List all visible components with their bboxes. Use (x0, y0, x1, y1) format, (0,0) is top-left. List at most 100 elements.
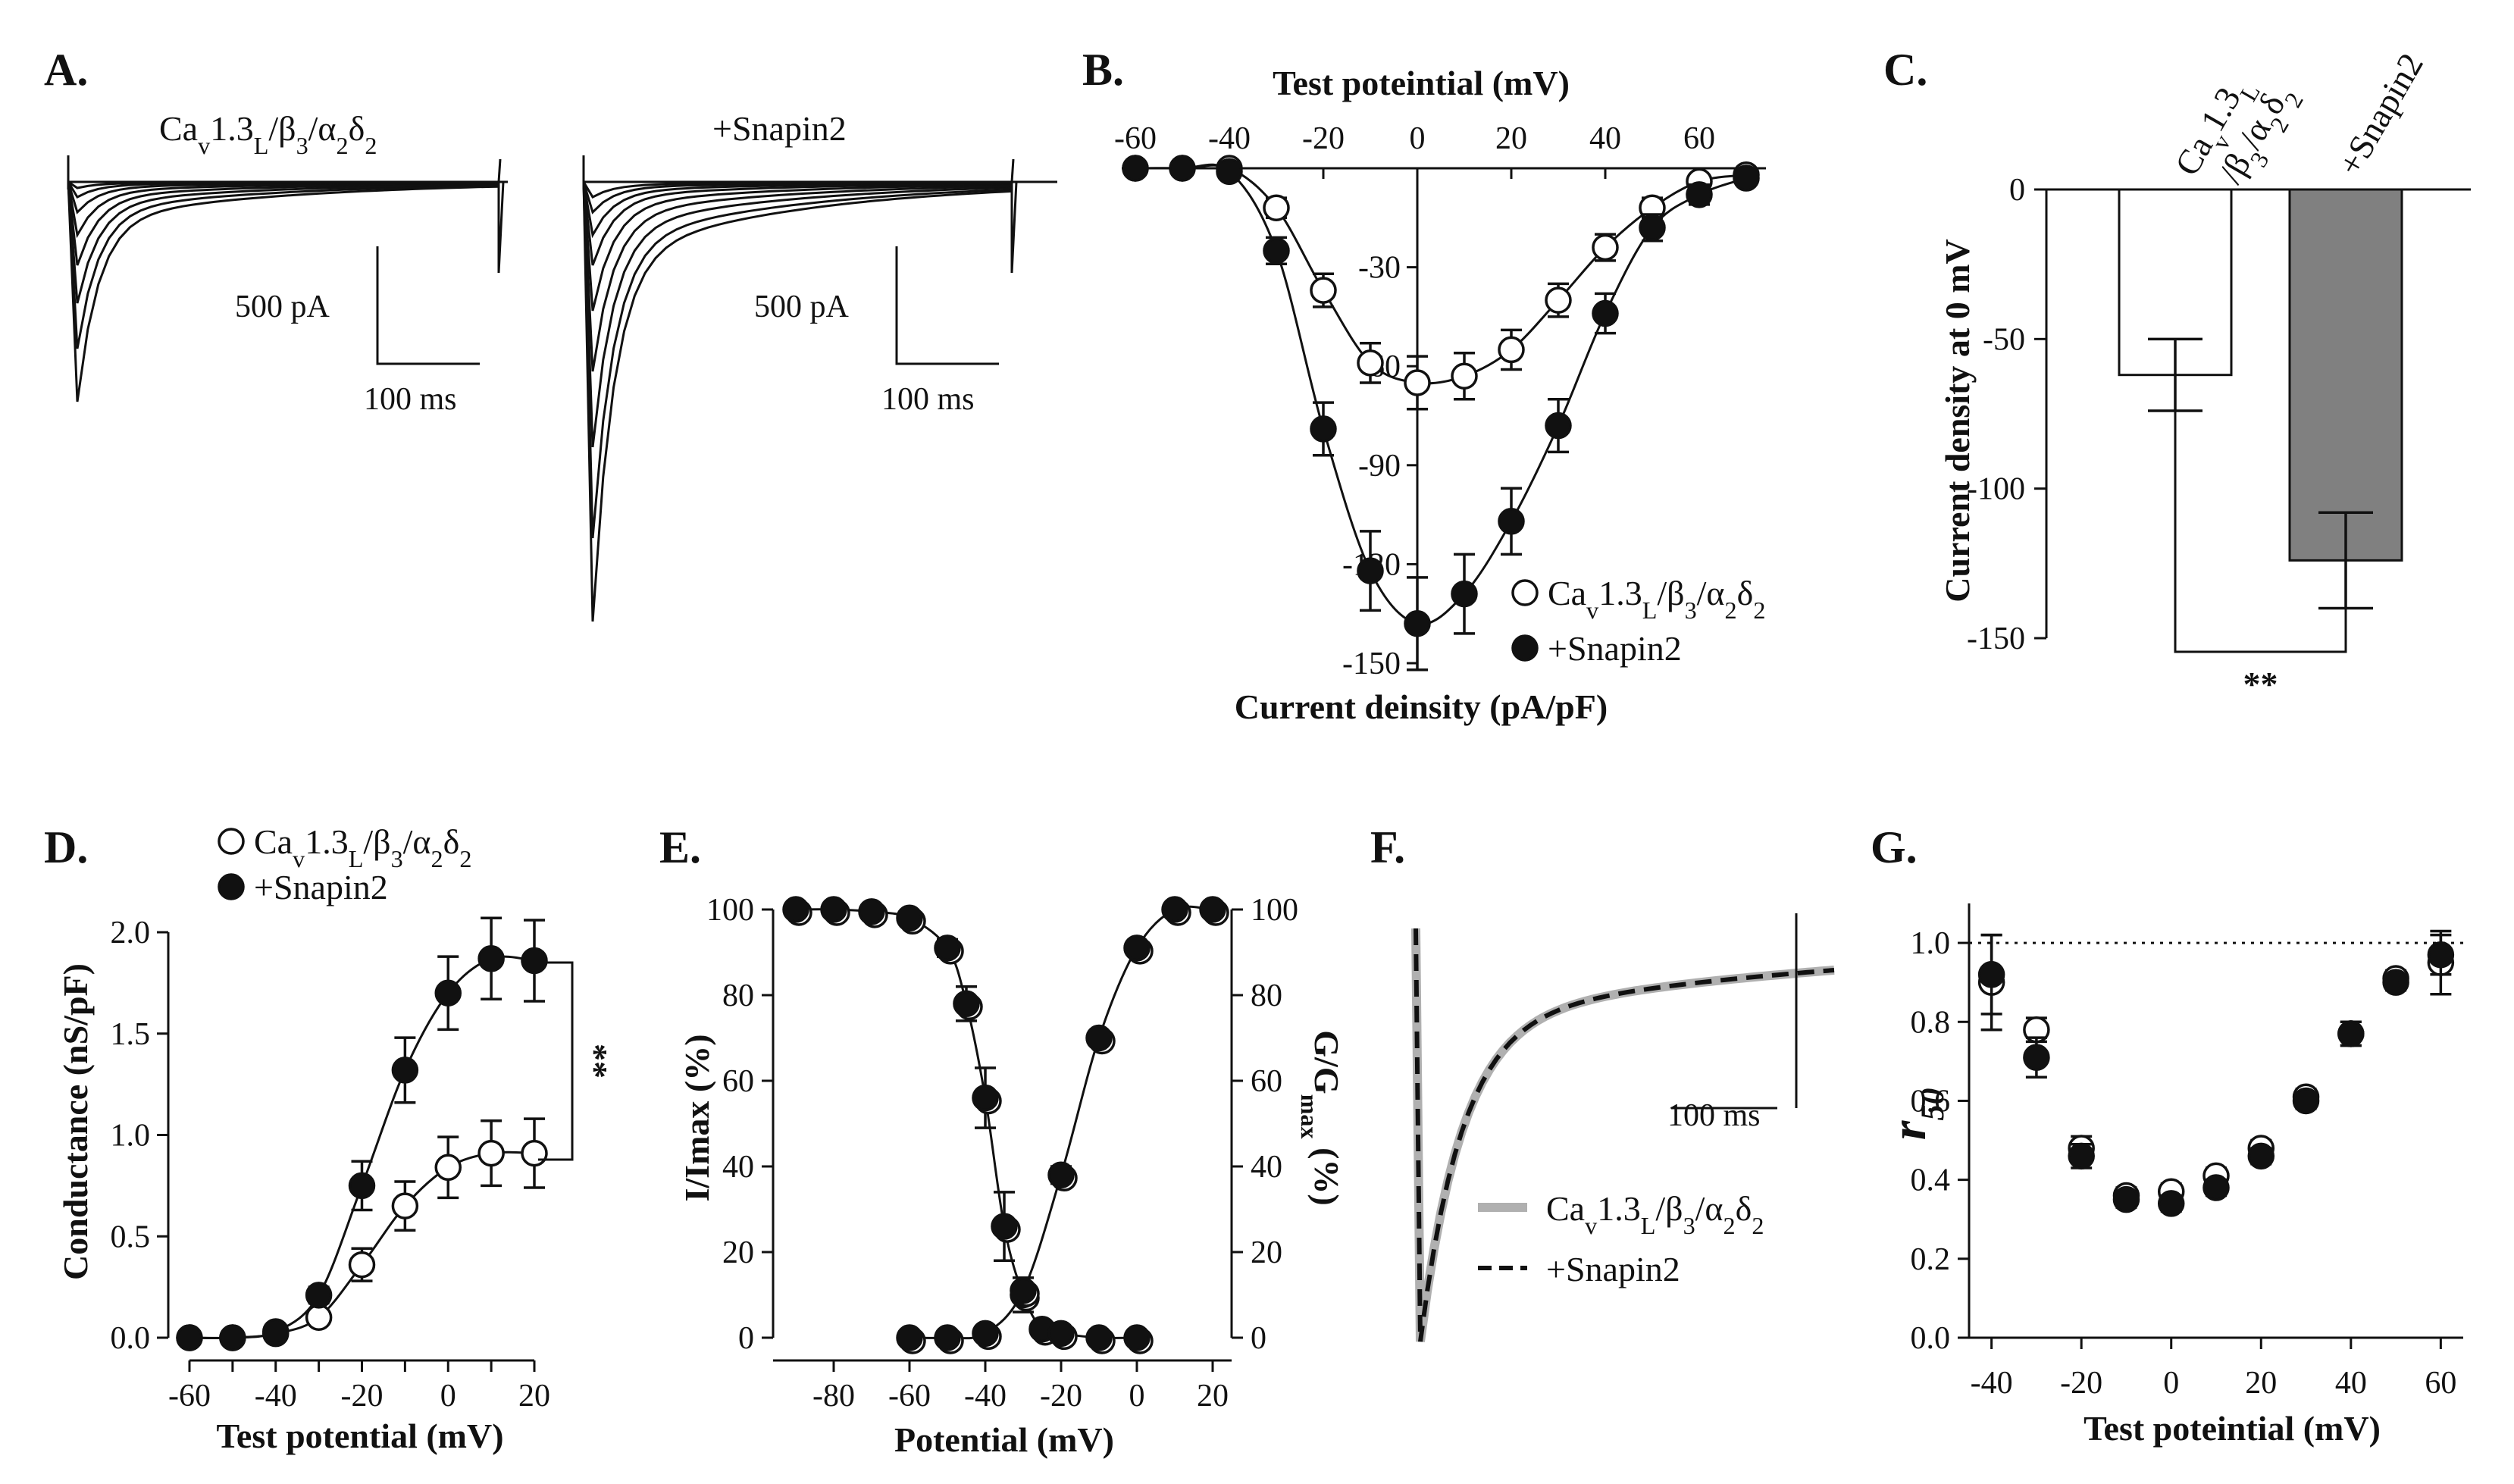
panel-g-points (1977, 929, 2455, 1217)
legend-b-snapin: +Snapin2 (1548, 629, 1682, 668)
panel-e-y-tick-label-left: 20 (722, 1235, 754, 1270)
panel-b-point (1545, 286, 1572, 314)
panel-b-y-tick-label: -30 (1358, 251, 1401, 286)
panel-g-y-tick-label: 0.6 (1911, 1084, 1951, 1119)
panel-g-axes: -40 -20 0 20 40 60 0.0 0.2 0.4 0.6 0.8 1.0 (1911, 903, 2463, 1401)
panel-a-right-title: +Snapin2 (712, 109, 847, 148)
panel-e-y-tick-label-left: 0 (738, 1321, 754, 1356)
panel-b-x-tick-label: 60 (1683, 121, 1715, 156)
panel-e: E. -80 -60 -40 -20 0 20 0 0 20 20 40 40 60 60 80 80 100 1… (659, 822, 1346, 1459)
panel-g-y-tick-label: 0.4 (1911, 1163, 1951, 1198)
control-trace-tail-up (497, 158, 502, 183)
legend-d-open-marker (218, 828, 245, 855)
panel-d-point (348, 1251, 376, 1279)
panel-e-y-tick-label-left: 40 (722, 1150, 754, 1185)
panel-e-points (782, 896, 1229, 1354)
panel-b-x-tick-label: 20 (1495, 121, 1527, 156)
panel-b-point (1357, 557, 1384, 584)
panel-b-point (1263, 237, 1290, 265)
panel-g-point (2292, 1087, 2320, 1115)
panel-d-y-tick-label: 1.0 (111, 1119, 151, 1154)
panel-e-x-tick-label: 20 (1197, 1379, 1229, 1414)
panel-e-ylabel-right: G/Gmax (%) (1296, 1030, 1346, 1205)
snapin-trace-sweep (582, 181, 1013, 622)
panel-d-point (305, 1282, 333, 1309)
panel-d-point (477, 1139, 505, 1167)
panel-d: D. -60 -40 -20 0 20 0.0 0.5 1.0 1.5 2.0 Test pote… (44, 822, 615, 1455)
panel-c-bar-1 (2288, 188, 2403, 562)
panel-b-x-tick-label: -40 (1208, 121, 1251, 156)
panel-b-x-tick-label: -20 (1302, 121, 1345, 156)
panel-e-point-filled (1047, 1161, 1075, 1189)
panel-e-y-tick-label-right: 100 (1251, 893, 1298, 928)
panel-f-scale-time: 100 ms (1667, 1098, 1761, 1133)
panel-c: C. 0 -50 -100 -150 ** Current density at 0 m… (1883, 45, 2471, 703)
panel-d-ylabel: Conductance (nS/pF) (56, 963, 95, 1280)
scale-current-left: 500 pA (235, 290, 330, 324)
scale-bar-right (895, 246, 999, 365)
panel-d-point (176, 1324, 203, 1351)
panel-e-point-filled (1047, 1320, 1075, 1348)
panel-b-point (1639, 214, 1666, 242)
panel-g-point (2068, 1142, 2095, 1170)
panel-e-x-tick-label: -60 (888, 1379, 931, 1414)
snapin-current-traces (582, 155, 1057, 622)
panel-d-significance-bracket (538, 961, 574, 1161)
panel-g: G. -40 -20 0 20 40 60 0.0 0.2 0.4 0.6 0.8 1.0 Test … (1871, 822, 2463, 1448)
panel-g-x-tick-label: 20 (2245, 1366, 2277, 1401)
panel-d-point (521, 1139, 548, 1167)
panel-g-point (1977, 961, 2005, 988)
panel-e-point-filled (896, 904, 923, 932)
control-trace-tail-spike (497, 180, 508, 274)
panel-d-point (262, 1318, 290, 1345)
panel-b-point (1122, 155, 1149, 182)
panel-a-label: A. (44, 45, 88, 95)
panel-d-y-tick-label: 0.5 (111, 1219, 151, 1254)
legend-d-control: Cav1.3L/β3/α2δ2 (254, 822, 471, 872)
panel-e-y-tick-label-right: 20 (1251, 1235, 1282, 1270)
control-trace-sweep (67, 181, 499, 304)
snapin-trace-tail-spike (1010, 180, 1057, 274)
control-trace-sweep (67, 181, 499, 266)
scale-current-right: 500 pA (754, 290, 850, 324)
panel-g-point (2337, 1020, 2365, 1047)
panel-b-fit-1 (1135, 163, 1747, 626)
panel-e-x-tick-label: 0 (1129, 1379, 1145, 1414)
panel-d-point (391, 1192, 419, 1219)
panel-e-point-filled (1161, 896, 1188, 923)
panel-g-point (2247, 1142, 2275, 1170)
panel-d-x-tick-label: -40 (255, 1379, 297, 1414)
snapin-trace-sweep (582, 181, 1013, 372)
panel-e-fit-0 (795, 908, 1138, 1339)
panel-b-x-tick-label: 40 (1589, 121, 1621, 156)
panel-b-point (1404, 610, 1431, 637)
panel-b-fit-lines (1135, 163, 1747, 626)
panel-e-y-tick-label-left: 60 (722, 1064, 754, 1099)
panel-b-point (1498, 508, 1525, 535)
panel-b-label: B. (1082, 45, 1124, 95)
panel-g-y-tick-label: 0.0 (1911, 1321, 1951, 1356)
panel-c-significance-bracket (2174, 411, 2347, 653)
panel-g-point (2427, 941, 2455, 969)
legend-f-snapin: +Snapin2 (1546, 1250, 1680, 1288)
panel-e-y-tick-label-left: 100 (706, 893, 754, 928)
panel-e-point-filled (1199, 896, 1226, 923)
legend-b-control: Cav1.3L/β3/α2δ2 (1548, 574, 1765, 624)
panel-g-x-tick-label: 40 (2335, 1366, 2367, 1401)
panel-e-point-filled (934, 935, 961, 962)
panel-c-y-tick-label: -100 (1967, 472, 2025, 507)
panel-b-title: Test poteintial (mV) (1273, 64, 1570, 102)
panel-b-point (1310, 277, 1337, 304)
panel-e-point-filled (972, 1084, 999, 1112)
panel-c-label: C. (1883, 45, 1927, 95)
panel-b-point (1310, 415, 1337, 443)
panel-d-label: D. (44, 822, 88, 872)
snapin-trace-sweep (582, 181, 1013, 312)
panel-b-point (1498, 336, 1525, 364)
panel-e-y-tick-label-right: 40 (1251, 1150, 1282, 1185)
panel-b-point (1545, 412, 1572, 440)
panel-g-x-tick-label: -40 (1971, 1366, 2013, 1401)
panel-d-xlabel: Test potential (mV) (216, 1417, 503, 1455)
panel-g-point (2382, 969, 2409, 996)
panel-c-y-tick-label: 0 (2009, 173, 2025, 208)
